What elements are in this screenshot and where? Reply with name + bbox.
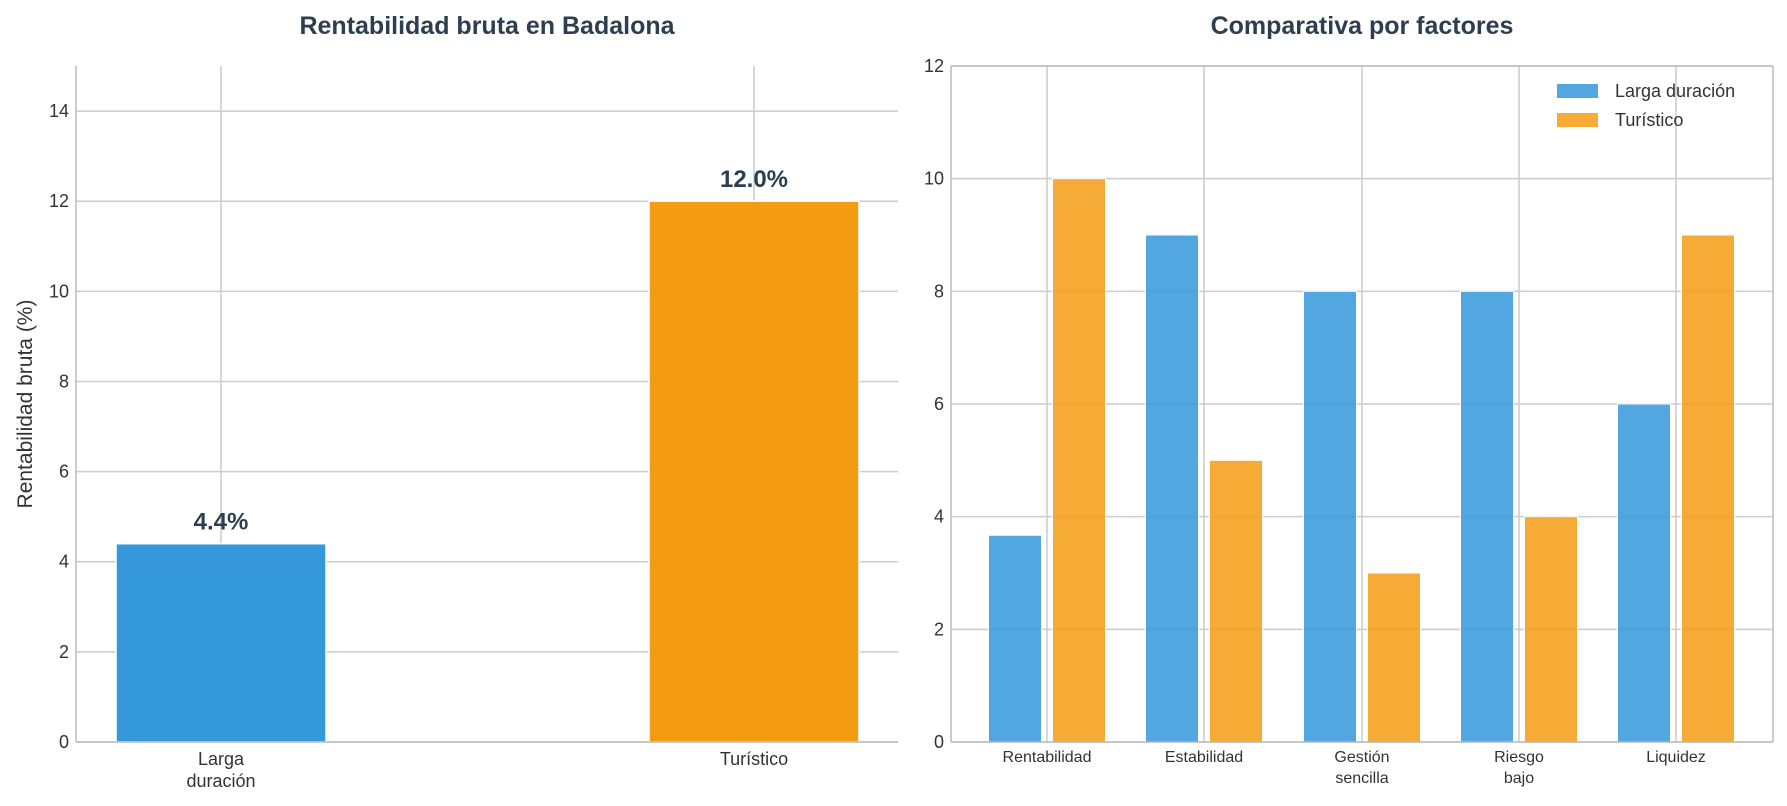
y-tick-label: 0 (934, 732, 944, 752)
y-tick-label: 6 (59, 462, 69, 482)
legend-label: Larga duración (1615, 81, 1735, 101)
y-tick-label: 8 (59, 371, 69, 391)
x-tick-label: Riesgo (1494, 749, 1544, 766)
chart-title: Comparativa por factores (1211, 12, 1514, 40)
y-tick-label: 2 (934, 619, 944, 639)
bar (1524, 516, 1578, 743)
x-tick-label: Larga (198, 749, 245, 769)
x-tick-label: bajo (1504, 770, 1534, 787)
x-tick-label: Liquidez (1646, 749, 1706, 766)
y-tick-label: 14 (49, 101, 69, 121)
y-tick-label: 8 (934, 281, 944, 301)
y-tick-label: 12 (49, 191, 69, 211)
y-tick-label: 10 (49, 281, 69, 301)
bar (648, 200, 860, 743)
x-tick-label: Turístico (720, 749, 788, 769)
y-tick-label: 4 (934, 507, 944, 527)
bar (1209, 459, 1263, 743)
y-tick-label: 12 (924, 56, 944, 76)
bar (115, 542, 327, 743)
x-tick-label: Rentabilidad (1003, 749, 1092, 766)
bar (988, 534, 1042, 743)
bar (1617, 403, 1671, 743)
x-tick-label: Gestión (1334, 749, 1389, 766)
bar (1367, 572, 1421, 743)
bar (1303, 290, 1357, 743)
y-tick-label: 2 (59, 642, 69, 662)
chart-comparativa-factores: 0 2 4 6 8 10 12 Rentabilidad Estabilidad Gestión s… (924, 12, 1774, 787)
legend-swatch (1557, 113, 1598, 127)
y-tick-label: 6 (934, 394, 944, 414)
bar (1145, 234, 1199, 743)
legend-label: Turístico (1615, 110, 1683, 130)
bar-value-label: 12.0% (720, 166, 788, 193)
y-axis-label: Rentabilidad bruta (%) (14, 300, 37, 509)
bar-value-label: 4.4% (194, 509, 249, 536)
x-tick-label: duración (186, 771, 255, 791)
chart-title: Rentabilidad bruta en Badalona (299, 12, 675, 40)
x-tick-label: sencilla (1335, 770, 1388, 787)
legend: Larga duración Turístico (1557, 81, 1735, 130)
y-tick-label: 0 (59, 732, 69, 752)
bar (1460, 290, 1514, 743)
legend-swatch (1557, 84, 1598, 98)
x-tick-label: Estabilidad (1165, 749, 1243, 766)
bar (1681, 234, 1735, 743)
y-tick-label: 10 (924, 169, 944, 189)
bar (1052, 178, 1106, 743)
y-tick-label: 4 (59, 552, 69, 572)
